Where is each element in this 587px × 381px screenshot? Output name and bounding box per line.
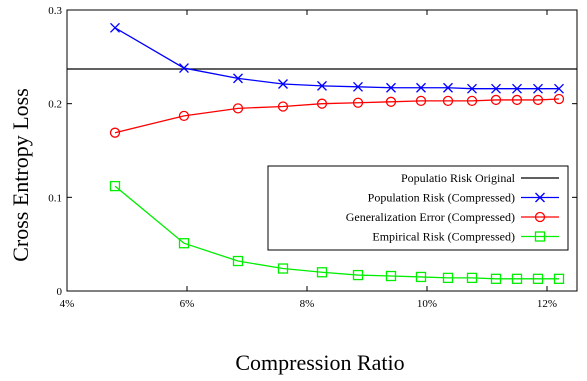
- data-point-1: [442, 95, 454, 107]
- data-point-2: [442, 272, 454, 284]
- legend-box: [267, 165, 569, 251]
- data-point-1: [532, 94, 544, 106]
- legend: Populatio Risk Original Population Risk (…: [267, 165, 569, 251]
- x-tick-label: 8%: [300, 298, 315, 310]
- data-point-1: [316, 98, 328, 109]
- y-tick-label: 0: [57, 286, 63, 298]
- data-point-1: [277, 101, 289, 112]
- plot-frame: [66, 9, 578, 292]
- x-tick-label: 6%: [180, 298, 195, 310]
- y-axis-title: Cross Entropy Loss: [8, 88, 33, 262]
- data-point-1: [511, 94, 523, 106]
- data-point-0: [467, 83, 477, 94]
- data-point-2: [232, 255, 244, 267]
- legend-label: Generalization Error (Compressed): [346, 210, 515, 224]
- data-point-0: [554, 83, 564, 94]
- data-point-0: [533, 83, 543, 94]
- data-point-2: [415, 271, 427, 283]
- data-point-1: [178, 110, 190, 121]
- series-layer: [67, 22, 577, 284]
- y-axis: 0 0.1 0.2 0.3: [48, 5, 577, 298]
- data-point-2: [109, 180, 121, 192]
- legend-marker: [534, 231, 546, 242]
- data-point-1: [109, 127, 121, 138]
- data-point-1: [352, 97, 364, 108]
- y-tick-label: 0.1: [48, 192, 62, 204]
- data-point-1: [490, 94, 502, 106]
- data-point-0: [353, 81, 363, 92]
- data-point-0: [110, 22, 120, 33]
- data-point-0: [278, 79, 288, 89]
- data-point-0: [443, 82, 453, 93]
- data-point-2: [466, 272, 478, 284]
- legend-label: Empirical Risk (Compressed): [372, 230, 515, 244]
- x-tick-label: 4%: [60, 298, 75, 310]
- data-point-1: [553, 93, 565, 105]
- legend-label: Population Risk (Compressed): [368, 191, 515, 205]
- x-axis-title: Compression Ratio: [235, 350, 404, 375]
- data-point-2: [532, 273, 544, 284]
- data-point-2: [490, 273, 502, 284]
- data-point-1: [415, 95, 427, 107]
- legend-marker: [534, 211, 546, 223]
- data-point-0: [317, 80, 327, 91]
- data-point-1: [466, 95, 478, 107]
- data-point-2: [316, 267, 328, 278]
- data-point-2: [352, 269, 364, 281]
- legend-label: Populatio Risk Original: [401, 171, 516, 185]
- series-line-0: [114, 27, 559, 90]
- data-point-0: [233, 73, 243, 84]
- y-tick-label: 0.3: [48, 5, 62, 17]
- x-tick-label: 10%: [417, 298, 437, 310]
- series-line-2: [114, 185, 559, 280]
- data-point-0: [386, 82, 396, 93]
- plot-area: [66, 9, 578, 292]
- data-point-0: [491, 83, 501, 94]
- legend-marker: [535, 192, 545, 203]
- data-point-0: [179, 63, 189, 74]
- data-point-0: [416, 82, 426, 93]
- data-point-2: [277, 263, 289, 274]
- data-point-2: [553, 273, 565, 284]
- y-tick-label: 0.2: [48, 99, 62, 111]
- data-point-2: [385, 270, 397, 282]
- data-point-0: [512, 83, 522, 94]
- x-tick-label: 12%: [537, 298, 557, 310]
- data-point-1: [232, 103, 244, 114]
- data-point-2: [511, 273, 523, 284]
- data-point-1: [385, 96, 397, 107]
- data-point-2: [178, 238, 190, 249]
- x-axis: 4% 6% 8% 10% 12%: [60, 10, 557, 310]
- series-line-1: [114, 98, 560, 134]
